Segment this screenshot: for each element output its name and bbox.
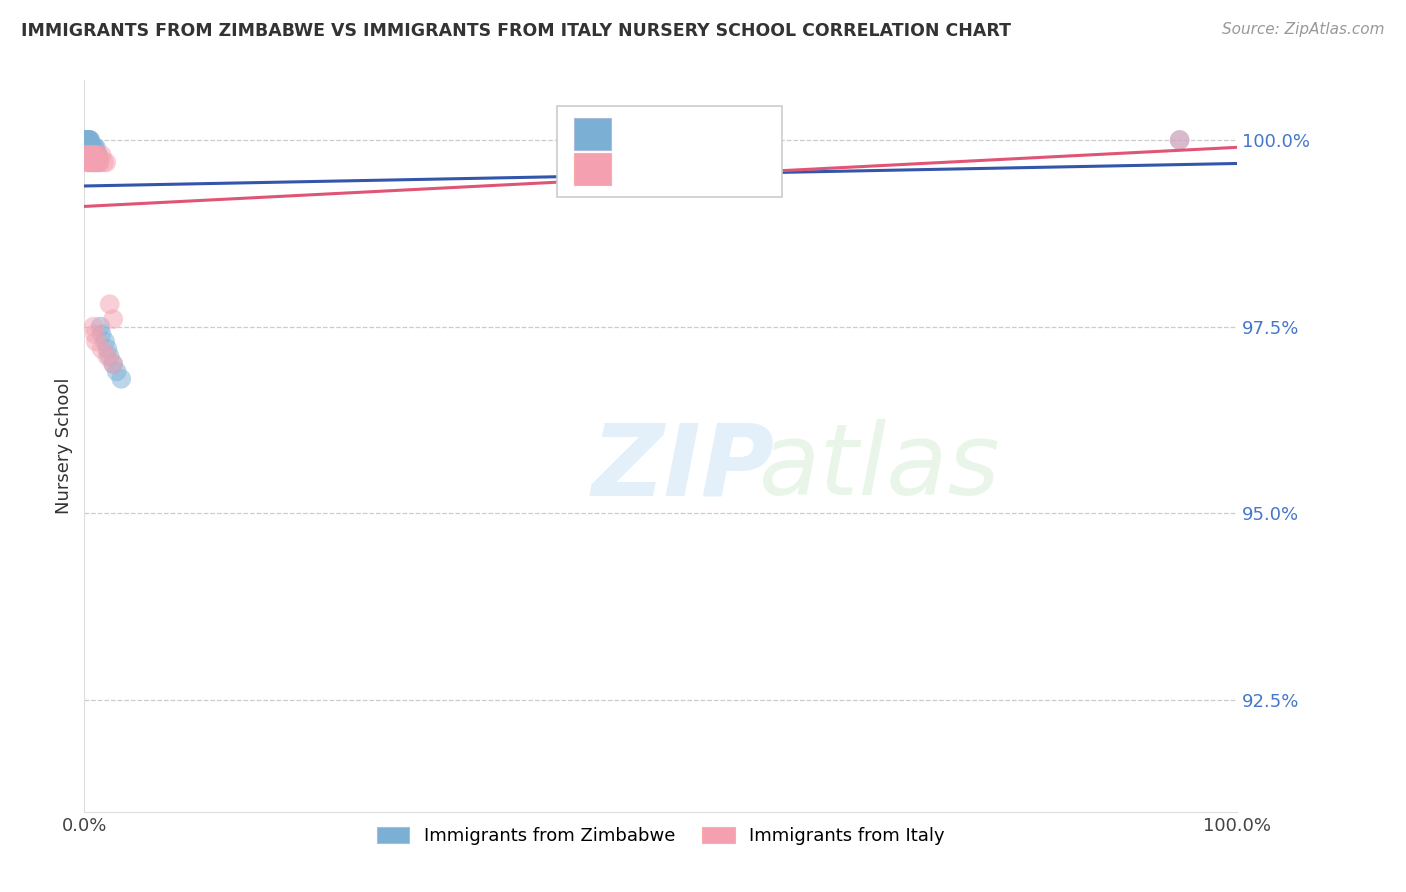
Point — [84, 155, 107, 169]
Point — [77, 148, 100, 162]
Point — [84, 148, 107, 162]
Point — [75, 133, 97, 147]
Point — [82, 140, 104, 154]
Point — [76, 148, 98, 162]
Point — [82, 155, 104, 169]
Point — [1168, 133, 1191, 147]
Point — [83, 148, 105, 162]
Point — [96, 342, 118, 356]
FancyBboxPatch shape — [575, 118, 612, 150]
Point — [79, 148, 101, 162]
Point — [80, 155, 103, 169]
Point — [80, 148, 103, 162]
Text: N =  31: N = 31 — [707, 158, 776, 177]
Point — [103, 357, 124, 371]
Text: atlas: atlas — [759, 419, 1001, 516]
Point — [75, 148, 97, 162]
Point — [77, 133, 100, 147]
Point — [76, 133, 98, 147]
Point — [80, 148, 103, 162]
FancyBboxPatch shape — [575, 153, 612, 185]
Point — [76, 148, 98, 162]
Legend: Immigrants from Zimbabwe, Immigrants from Italy: Immigrants from Zimbabwe, Immigrants fro… — [368, 818, 953, 854]
Point — [98, 297, 121, 311]
Point — [77, 140, 100, 154]
Point — [80, 140, 103, 154]
Point — [96, 350, 118, 364]
Point — [75, 133, 97, 147]
Point — [89, 155, 111, 169]
Point — [1168, 133, 1191, 147]
Point — [84, 140, 107, 154]
Point — [82, 148, 104, 162]
Point — [83, 148, 105, 162]
Point — [86, 155, 108, 169]
Point — [105, 364, 128, 378]
Point — [84, 334, 107, 349]
Text: R = 0.387: R = 0.387 — [620, 158, 711, 177]
Point — [89, 319, 111, 334]
Point — [76, 155, 98, 169]
Point — [87, 148, 110, 162]
Point — [82, 148, 104, 162]
Point — [96, 155, 118, 169]
Point — [76, 133, 98, 147]
Point — [90, 342, 112, 356]
Point — [98, 350, 121, 364]
Text: IMMIGRANTS FROM ZIMBABWE VS IMMIGRANTS FROM ITALY NURSERY SCHOOL CORRELATION CHA: IMMIGRANTS FROM ZIMBABWE VS IMMIGRANTS F… — [21, 22, 1011, 40]
Point — [83, 326, 105, 341]
Point — [79, 140, 101, 154]
Point — [77, 155, 100, 169]
Point — [76, 140, 98, 154]
Point — [83, 148, 105, 162]
Point — [76, 133, 98, 147]
Point — [77, 133, 100, 147]
Point — [76, 133, 98, 147]
Point — [77, 148, 100, 162]
Point — [90, 326, 112, 341]
FancyBboxPatch shape — [557, 106, 782, 197]
Text: N = 43: N = 43 — [707, 125, 770, 143]
Point — [83, 140, 105, 154]
Point — [79, 148, 101, 162]
Point — [79, 133, 101, 147]
Point — [83, 319, 105, 334]
Point — [83, 140, 105, 154]
Point — [80, 140, 103, 154]
Point — [93, 155, 115, 169]
Point — [90, 148, 112, 162]
Point — [103, 357, 124, 371]
Point — [79, 133, 101, 147]
Point — [76, 155, 98, 169]
Y-axis label: Nursery School: Nursery School — [55, 377, 73, 515]
Point — [75, 133, 97, 147]
Text: R = 0.332: R = 0.332 — [620, 125, 711, 143]
Point — [76, 133, 98, 147]
Point — [103, 312, 124, 326]
Point — [79, 155, 101, 169]
Point — [76, 140, 98, 154]
Point — [87, 148, 110, 162]
Point — [86, 148, 108, 162]
Text: Source: ZipAtlas.com: Source: ZipAtlas.com — [1222, 22, 1385, 37]
Text: ZIP: ZIP — [592, 419, 775, 516]
Point — [83, 155, 105, 169]
Point — [110, 372, 132, 386]
Point — [94, 334, 117, 349]
Point — [76, 133, 98, 147]
Point — [76, 140, 98, 154]
Point — [89, 155, 111, 169]
